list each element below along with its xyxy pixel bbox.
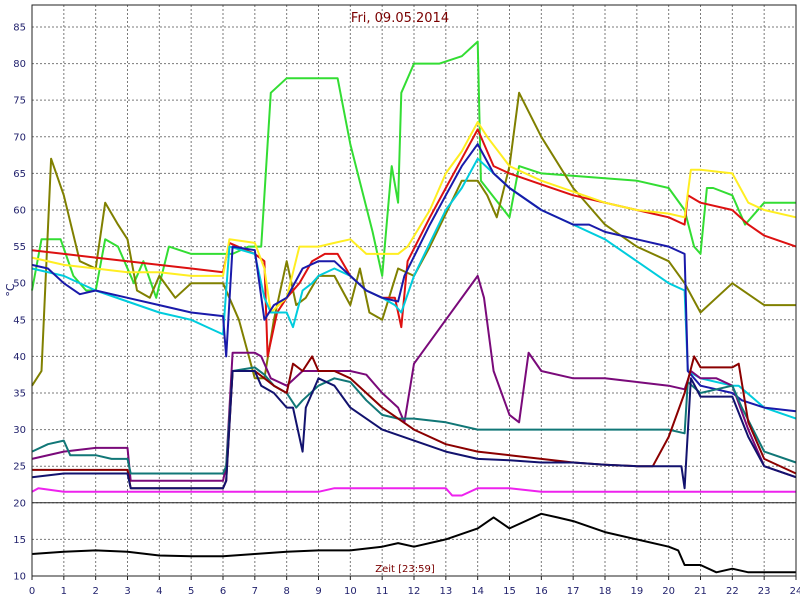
series-line-10 — [31, 370, 797, 490]
x-tick-label: 11 — [376, 586, 389, 597]
x-tick-label: 21 — [694, 586, 707, 597]
x-tick-label: 0 — [29, 586, 35, 597]
x-tick-label: 3 — [124, 586, 130, 597]
y-tick-label: 45 — [13, 315, 26, 326]
y-tick-label: 10 — [13, 572, 26, 583]
y-tick-label: 15 — [13, 535, 26, 546]
y-tick-label: 85 — [13, 22, 26, 33]
series-layer — [31, 40, 797, 574]
series-line-11 — [31, 487, 796, 497]
series-line-2 — [31, 91, 796, 387]
x-tick-label: 18 — [599, 586, 612, 597]
x-tick-label: 23 — [758, 586, 771, 597]
x-tick-label: 16 — [535, 586, 548, 597]
y-tick-label: 60 — [13, 205, 26, 216]
x-tick-label: 19 — [630, 586, 643, 597]
series-line-6 — [31, 143, 797, 413]
x-tick-label: 8 — [283, 586, 289, 597]
y-axis-label: °C — [4, 283, 17, 297]
y-tick-label: 55 — [13, 242, 26, 253]
x-tick-label: 2 — [92, 586, 98, 597]
x-tick-label: 12 — [408, 586, 421, 597]
y-tick-label: 75 — [13, 96, 26, 107]
y-tick-label: 70 — [13, 132, 26, 143]
y-tick-label: 20 — [13, 498, 26, 509]
x-tick-label: 4 — [156, 586, 162, 597]
x-tick-label: 17 — [567, 586, 580, 597]
x-tick-label: 7 — [252, 586, 258, 597]
tick-labels: 0 1 2 3 4 5 6 7 8 9 10 11 12 13 14 15 16 17 18 19 20 21 22 23 24… — [13, 22, 800, 597]
y-tick-label: 50 — [13, 279, 26, 290]
y-tick-label: 25 — [13, 462, 26, 473]
x-tick-label: 22 — [726, 586, 739, 597]
x-tick-label: 15 — [503, 586, 516, 597]
series-line-4 — [31, 121, 797, 314]
x-tick-label: 10 — [344, 586, 357, 597]
y-tick-label: 35 — [13, 388, 26, 399]
y-tick-label: 80 — [13, 59, 26, 70]
x-tick-label: 1 — [61, 586, 67, 597]
y-tick-label: 40 — [13, 352, 26, 363]
series-line-12 — [31, 512, 796, 574]
x-tick-label: 5 — [188, 586, 194, 597]
y-tick-label: 65 — [13, 169, 26, 180]
chart-title: Fri, 09.05.2014 — [351, 11, 449, 26]
x-tick-label: 20 — [662, 586, 675, 597]
series-line-8 — [31, 366, 797, 475]
x-tick-label: 9 — [315, 586, 321, 597]
x-tick-label: 6 — [220, 586, 226, 597]
x-axis-label: Zeit [23:59] — [375, 564, 435, 575]
x-tick-label: 13 — [439, 586, 452, 597]
x-tick-label: 14 — [471, 586, 484, 597]
y-tick-label: 30 — [13, 425, 26, 436]
x-tick-label: 24 — [790, 586, 800, 597]
